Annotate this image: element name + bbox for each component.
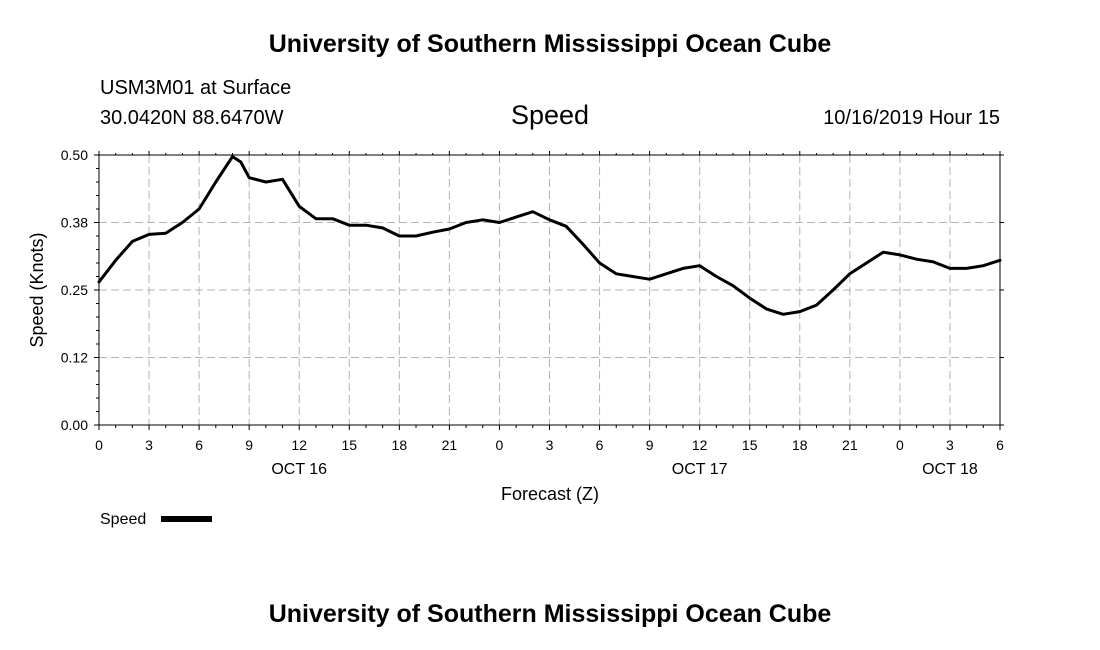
x-tick-label: 12 bbox=[692, 437, 708, 453]
tick-layer: 0 3 6 9 12 15 18 21 0 3 6 9 12 15 18 21 0 3 6 OCT 16 OCT 17 O… bbox=[61, 147, 1004, 478]
x-tick-label: 18 bbox=[792, 437, 808, 453]
grid-layer bbox=[99, 155, 1000, 425]
valid-time-label: 10/16/2019 Hour 15 bbox=[823, 107, 1000, 129]
x-tick-label: 0 bbox=[95, 437, 103, 453]
station-label: USM3M01 at Surface bbox=[100, 77, 292, 99]
x-tick-label: 12 bbox=[291, 437, 307, 453]
x-tick-label: 9 bbox=[245, 437, 253, 453]
y-tick-label: 0.12 bbox=[61, 350, 88, 366]
chart-title: University of Southern Mississippi Ocean… bbox=[268, 30, 832, 58]
x-tick-label: 0 bbox=[896, 437, 904, 453]
x-tick-label: 15 bbox=[341, 437, 357, 453]
y-tick-label: 0.38 bbox=[61, 215, 88, 231]
x-tick-label: 3 bbox=[546, 437, 554, 453]
legend-label: Speed bbox=[100, 511, 146, 528]
legend: Speed bbox=[100, 511, 212, 528]
x-axis-label: Forecast (Z) bbox=[501, 484, 599, 504]
x-tick-label: 6 bbox=[195, 437, 203, 453]
speed-series-line bbox=[97, 155, 1002, 316]
variable-title: Speed bbox=[510, 100, 590, 130]
y-tick-label: 0.00 bbox=[61, 417, 88, 433]
x-tick-label: 21 bbox=[842, 437, 858, 453]
x-tick-label: 3 bbox=[946, 437, 954, 453]
x-tick-label: 15 bbox=[742, 437, 758, 453]
x-tick-label: 18 bbox=[392, 437, 408, 453]
x-tick-label: 6 bbox=[596, 437, 604, 453]
line-layer bbox=[97, 155, 1002, 316]
date-label: OCT 18 bbox=[922, 461, 978, 478]
y-tick-label: 0.50 bbox=[61, 147, 88, 163]
x-tick-label: 3 bbox=[145, 437, 153, 453]
y-axis-label: Speed (Knots) bbox=[27, 232, 47, 347]
date-label: OCT 16 bbox=[271, 461, 327, 478]
x-tick-label: 0 bbox=[496, 437, 504, 453]
x-tick-label: 21 bbox=[442, 437, 458, 453]
date-label: OCT 17 bbox=[672, 461, 728, 478]
location-label: 30.0420N 88.6470W bbox=[100, 107, 284, 129]
x-tick-label: 6 bbox=[996, 437, 1004, 453]
footer-title: University of Southern Mississippi Ocean… bbox=[268, 600, 832, 628]
y-tick-label: 0.25 bbox=[61, 282, 88, 298]
x-tick-label: 9 bbox=[646, 437, 654, 453]
